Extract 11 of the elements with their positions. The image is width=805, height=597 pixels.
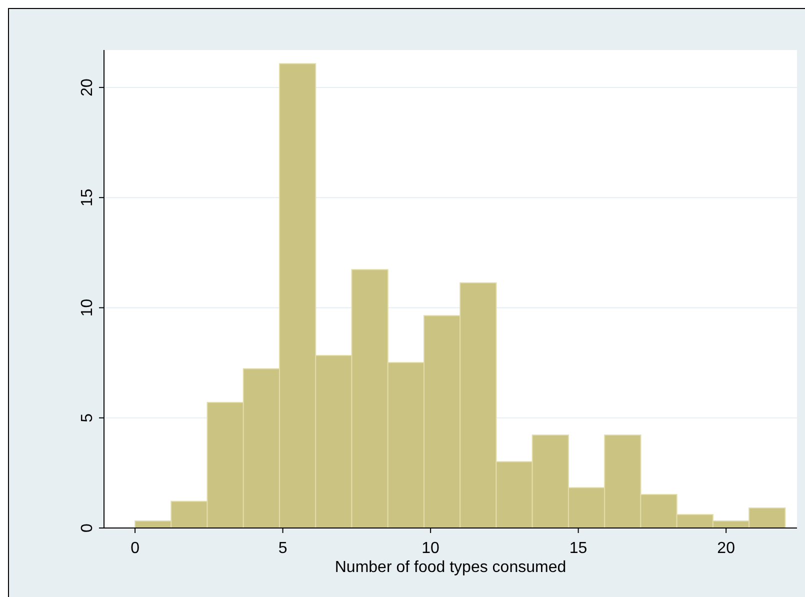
x-tick-label: 10	[422, 540, 440, 557]
x-tick-label: 20	[717, 540, 736, 557]
x-tick-label: 5	[278, 540, 288, 557]
y-tick-label: 10	[79, 298, 96, 317]
x-tick-label: 15	[569, 540, 588, 557]
y-tick-label: 15	[79, 188, 96, 206]
y-tick-label: 0	[79, 523, 96, 532]
y-tick-label: 20	[79, 78, 96, 96]
y-tick-label: 5	[79, 413, 96, 422]
x-axis-title: Number of food types consumed	[334, 559, 566, 576]
x-tick-label: 0	[130, 540, 140, 557]
